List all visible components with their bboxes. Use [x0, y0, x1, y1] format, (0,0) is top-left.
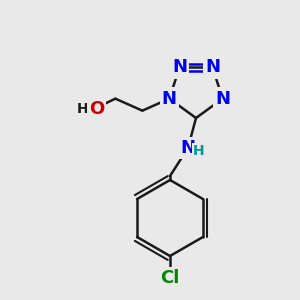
Text: N: N [162, 90, 177, 108]
Text: N: N [215, 90, 230, 108]
Text: Cl: Cl [160, 269, 180, 287]
Text: O: O [89, 100, 104, 118]
Text: H: H [193, 144, 205, 158]
Text: H: H [76, 102, 88, 116]
Text: N: N [172, 58, 187, 76]
Text: N: N [181, 139, 196, 157]
Text: N: N [205, 58, 220, 76]
